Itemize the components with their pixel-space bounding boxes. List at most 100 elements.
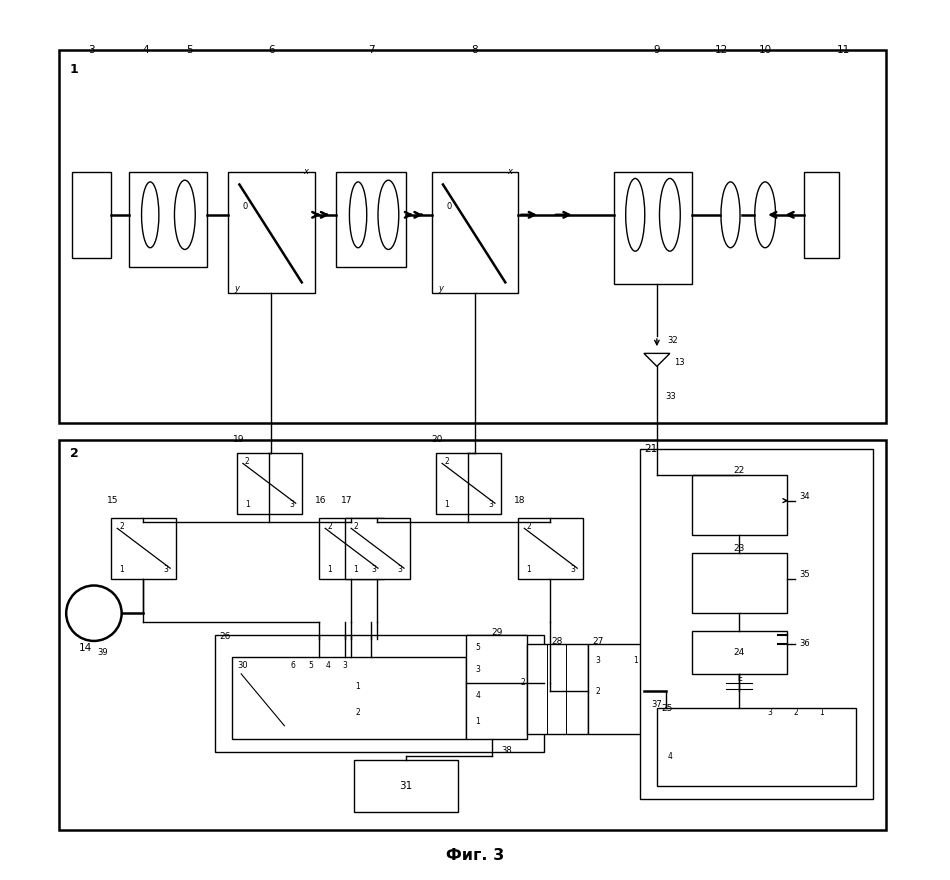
Text: 2: 2 bbox=[245, 457, 250, 466]
Bar bbox=[345, 518, 410, 578]
Bar bbox=[519, 518, 583, 578]
Text: 4: 4 bbox=[475, 691, 480, 700]
Text: 1: 1 bbox=[355, 682, 360, 692]
Text: 15: 15 bbox=[107, 496, 119, 505]
Text: 19: 19 bbox=[233, 436, 244, 444]
Text: 5: 5 bbox=[475, 643, 480, 652]
Bar bbox=[59, 440, 886, 830]
Ellipse shape bbox=[721, 182, 740, 248]
Text: 3: 3 bbox=[596, 656, 600, 665]
Ellipse shape bbox=[626, 179, 645, 251]
Text: 39: 39 bbox=[97, 648, 108, 656]
Bar bbox=[614, 172, 692, 284]
Text: 1: 1 bbox=[353, 566, 358, 575]
Text: 2: 2 bbox=[521, 678, 525, 687]
Text: 28: 28 bbox=[552, 636, 563, 646]
Text: 2: 2 bbox=[444, 457, 448, 466]
Bar bbox=[59, 50, 886, 422]
Text: 4: 4 bbox=[142, 45, 149, 55]
Text: 2: 2 bbox=[69, 447, 79, 460]
Text: 1: 1 bbox=[327, 566, 332, 575]
Text: 2: 2 bbox=[793, 708, 798, 717]
Bar bbox=[228, 172, 314, 293]
Text: 2: 2 bbox=[353, 522, 358, 532]
Text: 3: 3 bbox=[397, 566, 402, 575]
Text: 10: 10 bbox=[759, 45, 771, 55]
Bar bbox=[111, 518, 176, 578]
Text: 3: 3 bbox=[371, 566, 376, 575]
Text: 21: 21 bbox=[644, 444, 657, 454]
Text: 22: 22 bbox=[733, 466, 745, 475]
Text: 0: 0 bbox=[446, 202, 451, 210]
Text: 23: 23 bbox=[733, 544, 745, 553]
Bar bbox=[353, 760, 458, 812]
Text: 1: 1 bbox=[245, 501, 250, 510]
Text: 1: 1 bbox=[69, 63, 79, 77]
Bar bbox=[656, 708, 856, 787]
Text: 2: 2 bbox=[327, 522, 332, 532]
Text: 33: 33 bbox=[666, 392, 676, 401]
Text: 11: 11 bbox=[836, 45, 849, 55]
Text: 29: 29 bbox=[491, 628, 503, 637]
Text: 34: 34 bbox=[800, 492, 810, 501]
Text: 18: 18 bbox=[514, 496, 525, 505]
Bar bbox=[692, 553, 787, 613]
Text: 1: 1 bbox=[633, 656, 637, 665]
Text: 1: 1 bbox=[819, 708, 824, 717]
Text: 9: 9 bbox=[654, 45, 660, 55]
Text: 36: 36 bbox=[800, 639, 810, 648]
Bar bbox=[233, 656, 466, 739]
Text: 6: 6 bbox=[268, 45, 275, 55]
Bar bbox=[128, 172, 206, 267]
Text: 16: 16 bbox=[314, 496, 326, 505]
Text: E: E bbox=[737, 674, 742, 683]
Text: x: x bbox=[507, 167, 512, 176]
Text: 1: 1 bbox=[120, 566, 124, 575]
Bar bbox=[692, 474, 787, 535]
Bar bbox=[692, 631, 787, 674]
Text: 3: 3 bbox=[88, 45, 95, 55]
Text: 7: 7 bbox=[368, 45, 374, 55]
Text: 1: 1 bbox=[444, 501, 448, 510]
Text: 3: 3 bbox=[475, 665, 480, 674]
Text: 6: 6 bbox=[291, 661, 295, 670]
Ellipse shape bbox=[659, 179, 680, 251]
Text: 5: 5 bbox=[308, 661, 313, 670]
Text: Фиг. 3: Фиг. 3 bbox=[446, 848, 504, 863]
Bar bbox=[436, 453, 501, 514]
Text: 2: 2 bbox=[120, 522, 124, 532]
Ellipse shape bbox=[350, 182, 367, 248]
Text: 25: 25 bbox=[661, 704, 673, 713]
Bar bbox=[72, 172, 111, 258]
Text: 2: 2 bbox=[526, 522, 531, 532]
Bar bbox=[319, 518, 384, 578]
Bar bbox=[336, 172, 406, 267]
Text: 4: 4 bbox=[668, 752, 673, 760]
Text: 1: 1 bbox=[475, 717, 480, 726]
Polygon shape bbox=[644, 354, 670, 366]
Bar bbox=[804, 172, 839, 258]
Text: 4: 4 bbox=[325, 661, 331, 670]
Text: 37: 37 bbox=[652, 700, 662, 708]
Text: x: x bbox=[304, 167, 309, 176]
Text: 3: 3 bbox=[767, 708, 772, 717]
Ellipse shape bbox=[378, 180, 399, 249]
Ellipse shape bbox=[175, 180, 196, 249]
Text: 3: 3 bbox=[343, 661, 348, 670]
Text: 2: 2 bbox=[355, 708, 360, 717]
Text: 2: 2 bbox=[596, 686, 600, 696]
Ellipse shape bbox=[754, 182, 775, 248]
Text: 3: 3 bbox=[488, 501, 493, 510]
Text: 24: 24 bbox=[733, 648, 745, 656]
Text: 35: 35 bbox=[800, 569, 810, 579]
Bar bbox=[466, 634, 527, 739]
Text: 20: 20 bbox=[431, 436, 443, 444]
Circle shape bbox=[66, 585, 122, 641]
Bar bbox=[215, 634, 544, 752]
Text: 12: 12 bbox=[715, 45, 729, 55]
Text: y: y bbox=[438, 284, 443, 293]
Bar bbox=[588, 643, 644, 735]
Text: 3: 3 bbox=[163, 566, 168, 575]
Text: 26: 26 bbox=[219, 632, 231, 642]
Text: 3: 3 bbox=[570, 566, 576, 575]
